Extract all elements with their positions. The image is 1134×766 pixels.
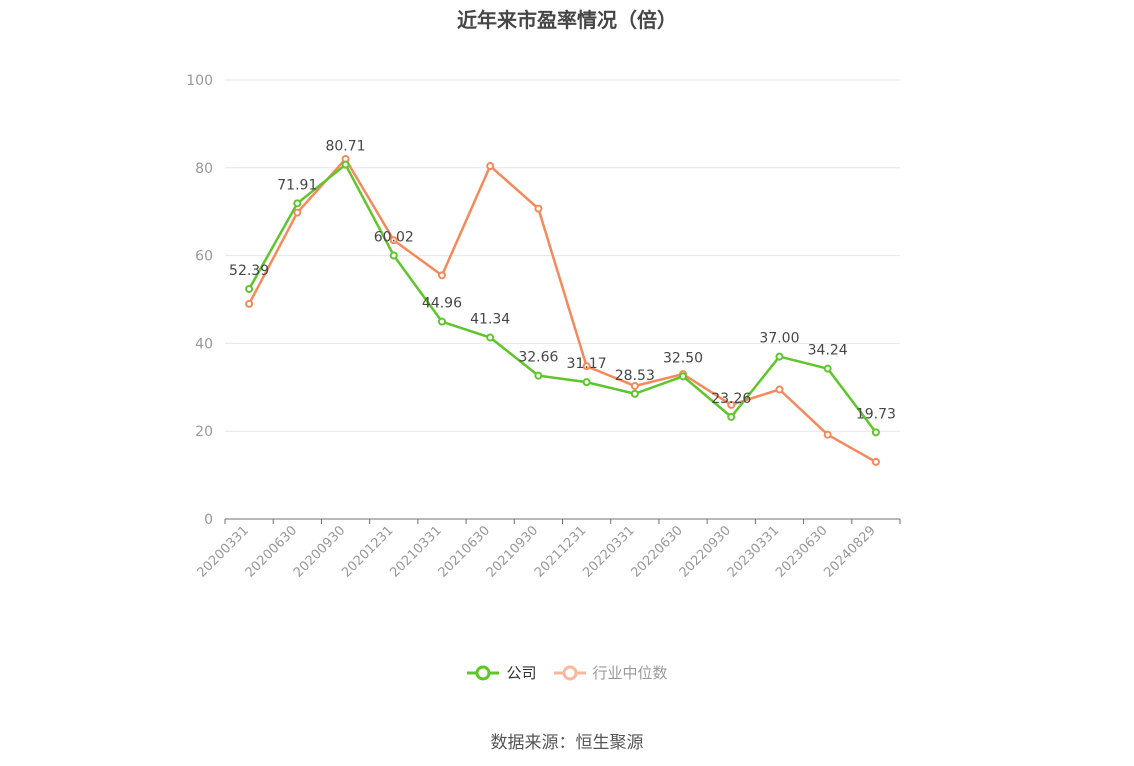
- y-tick-label: 20: [195, 424, 213, 440]
- x-tick-label: 20230630: [773, 523, 830, 580]
- axes: 0 20 40 60 80 100 2020033120200630202009302020…: [186, 73, 901, 581]
- data-label: 32.66: [518, 350, 558, 366]
- data-label: 60.02: [374, 230, 414, 246]
- legend-item-company[interactable]: 公司: [466, 662, 537, 683]
- x-tick-label: 20210630: [436, 523, 493, 580]
- data-point-industry[interactable]: [437, 271, 446, 280]
- x-tick-label: 20220630: [628, 523, 685, 580]
- data-point-industry[interactable]: [727, 400, 736, 409]
- x-tick-label: 20210331: [387, 523, 444, 580]
- legend-label-company: 公司: [506, 664, 537, 682]
- data-point-company[interactable]: [245, 285, 254, 294]
- data-point-industry[interactable]: [823, 430, 832, 439]
- data-point-company[interactable]: [679, 372, 688, 381]
- data-label: 32.50: [663, 350, 703, 366]
- data-point-company[interactable]: [727, 412, 736, 421]
- data-label: 71.91: [277, 177, 317, 193]
- data-point-company[interactable]: [871, 428, 880, 437]
- legend-marker-company-icon: [467, 665, 500, 680]
- y-tick-label: 80: [195, 161, 213, 177]
- data-point-industry[interactable]: [871, 457, 880, 466]
- y-tick-label: 40: [195, 336, 213, 352]
- data-point-industry[interactable]: [245, 299, 254, 308]
- y-tick-label: 0: [204, 512, 213, 528]
- data-label: 23.26: [711, 391, 751, 407]
- data-point-industry[interactable]: [775, 385, 784, 394]
- data-label: 19.73: [856, 406, 896, 422]
- x-tick-label: 20200331: [195, 523, 252, 580]
- data-point-company[interactable]: [389, 251, 398, 260]
- source-note: 数据来源：恒生聚源: [490, 733, 644, 753]
- x-tick-label: 20230331: [725, 523, 782, 580]
- data-label: 52.39: [229, 263, 269, 279]
- legend-label-industry: 行业中位数: [592, 664, 668, 682]
- series-line-industry: [248, 157, 877, 464]
- x-tick-label: 20210930: [484, 523, 541, 580]
- data-point-industry[interactable]: [630, 381, 639, 390]
- data-point-company[interactable]: [775, 352, 784, 361]
- data-point-company[interactable]: [582, 378, 591, 387]
- data-labels: 52.39 71.91 80.71 60.02 44.96 41.34 32.66 31.17…: [229, 139, 896, 423]
- data-label: 34.24: [808, 343, 848, 359]
- legend-marker-industry-icon: [553, 665, 586, 680]
- x-tick-label: 20240829: [821, 523, 878, 580]
- series-line-company: [248, 163, 877, 434]
- data-point-industry[interactable]: [486, 162, 495, 171]
- data-point-company[interactable]: [534, 371, 543, 380]
- y-tick-label: 100: [186, 73, 213, 89]
- x-tick-label: 20220331: [580, 523, 637, 580]
- data-point-company[interactable]: [823, 364, 832, 373]
- legend: 公司 行业中位数: [0, 662, 1134, 683]
- x-tick-label: 20211231: [532, 523, 589, 580]
- data-label: 80.71: [325, 139, 365, 155]
- x-tick-label: 20201231: [339, 523, 396, 580]
- data-point-industry[interactable]: [534, 204, 543, 213]
- data-point-company[interactable]: [630, 389, 639, 398]
- data-point-company[interactable]: [341, 160, 350, 169]
- x-tick-label: 20220930: [677, 523, 734, 580]
- data-label: 44.96: [422, 296, 462, 312]
- data-point-industry[interactable]: [582, 362, 591, 371]
- data-label: 28.53: [615, 368, 655, 384]
- data-point-company[interactable]: [437, 317, 446, 326]
- data-label: 31.17: [567, 356, 607, 372]
- data-point-industry[interactable]: [293, 208, 302, 217]
- x-tick-label: 20200630: [243, 523, 300, 580]
- data-point-industry[interactable]: [389, 236, 398, 245]
- data-point-company[interactable]: [293, 199, 302, 208]
- data-point-company[interactable]: [486, 333, 495, 342]
- legend-item-industry[interactable]: 行业中位数: [553, 662, 668, 683]
- chart-title: 近年来市盈率情况（倍）: [457, 8, 677, 32]
- y-tick-label: 60: [195, 249, 213, 265]
- data-label: 41.34: [470, 312, 510, 328]
- data-label: 37.00: [759, 331, 799, 347]
- series-lines: [245, 155, 880, 466]
- x-tick-label: 20200930: [291, 523, 348, 580]
